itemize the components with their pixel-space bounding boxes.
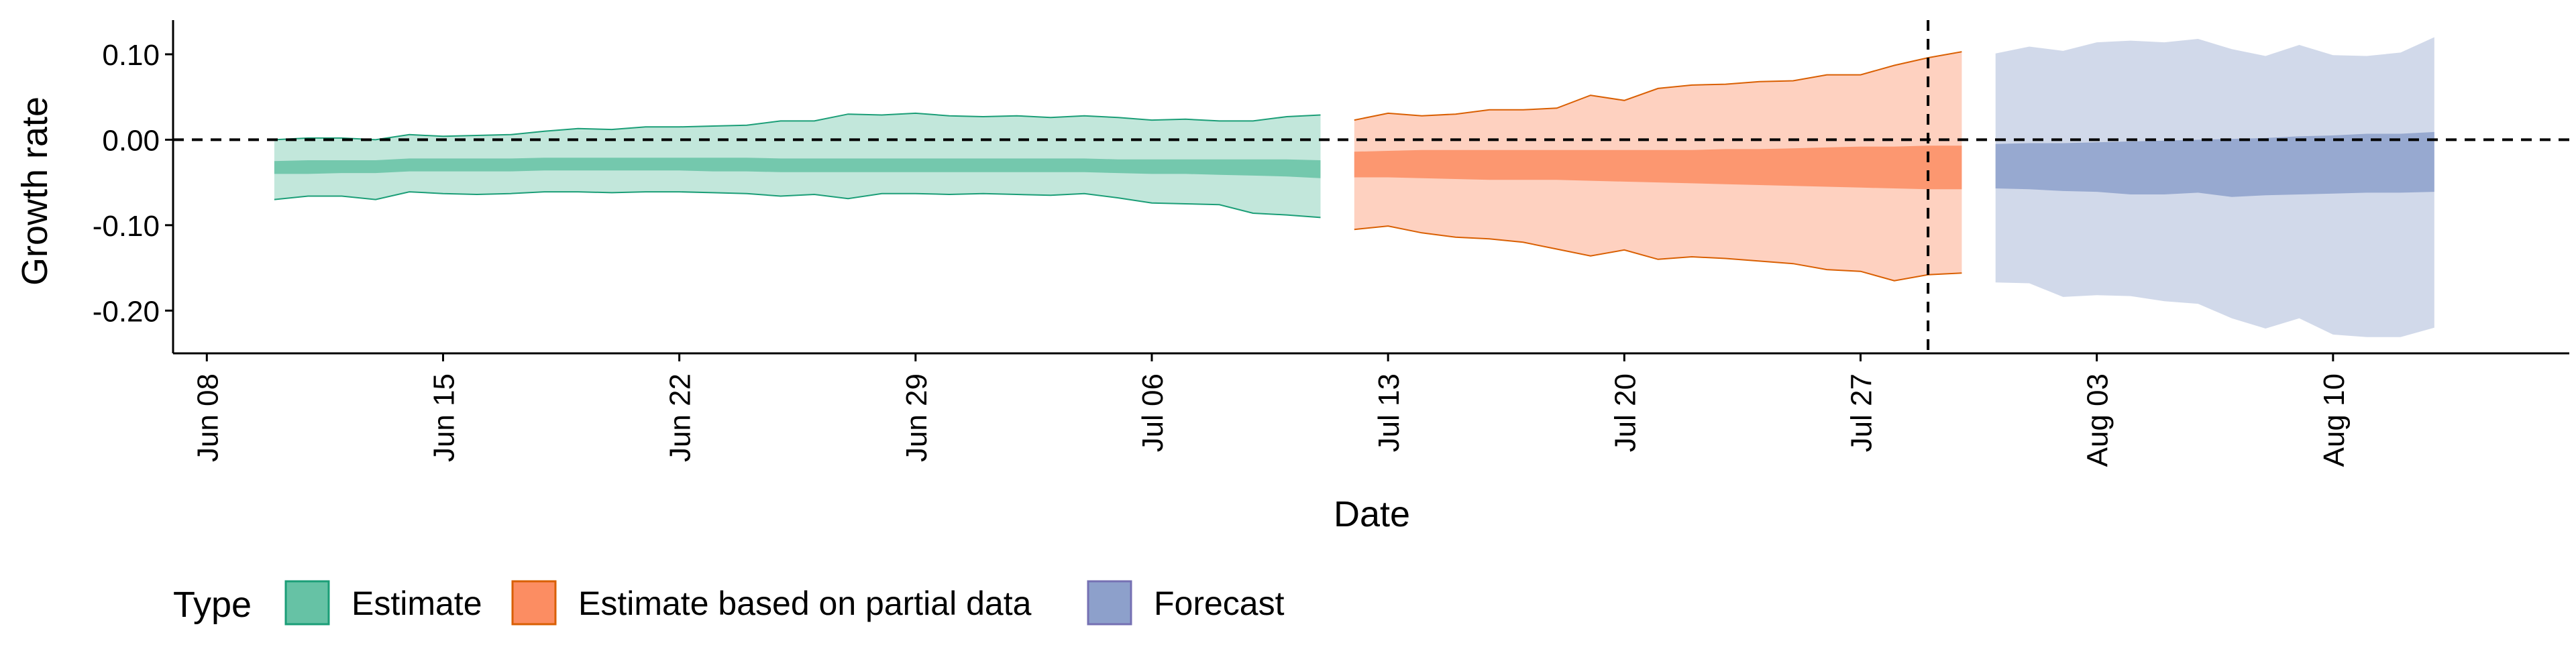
series-2-band-50 [1995,131,2434,197]
legend-key-series-2 [1087,580,1132,626]
x-tick-label: Jun 22 [664,373,697,462]
reference-lines [173,20,2569,353]
x-tick-label: Jul 06 [1136,373,1169,452]
axes: 0.10 0.00 -0.10 -0.20 Jun 08 Jun 15 Jun 22 Jun … [93,20,2569,467]
series-1-band-50 [1354,145,1962,190]
legend-label-series-1: Estimate based on partial data [578,585,1032,622]
legend-key-series-0 [284,580,330,626]
y-tick-label: -0.10 [93,210,160,243]
legend-label-series-2: Forecast [1154,585,1285,622]
legend-title: Type [173,585,252,625]
legend-key-series-1 [511,580,557,626]
legend: Type Estimate Estimate based on partial d… [173,580,1285,626]
series-0-upper-edge [274,112,1321,141]
x-tick-label: Jun 15 [427,373,460,462]
x-tick-label: Jul 13 [1373,373,1405,452]
series-1-upper-edge [1354,51,1962,121]
y-axis-title: Growth rate [15,97,55,286]
series-1-lower-edge [1354,225,1962,282]
x-tick-label: Aug 03 [2082,373,2114,467]
x-tick-label: Jul 27 [1845,373,1878,452]
x-tick-label: Aug 10 [2318,373,2351,467]
x-tick-label: Jul 20 [1609,373,1642,452]
x-tick-label: Jun 29 [900,373,933,462]
series-0-lower-edge [274,191,1321,219]
band-layer [274,37,2434,337]
legend-label-series-0: Estimate [352,585,482,622]
y-tick-label: -0.20 [93,295,160,328]
x-tick-label: Jun 08 [191,373,224,462]
y-tick-label: 0.00 [102,124,160,157]
y-tick-label: 0.10 [102,39,160,72]
series-0-band-50 [274,158,1321,178]
x-axis-title: Date [1334,494,1410,534]
